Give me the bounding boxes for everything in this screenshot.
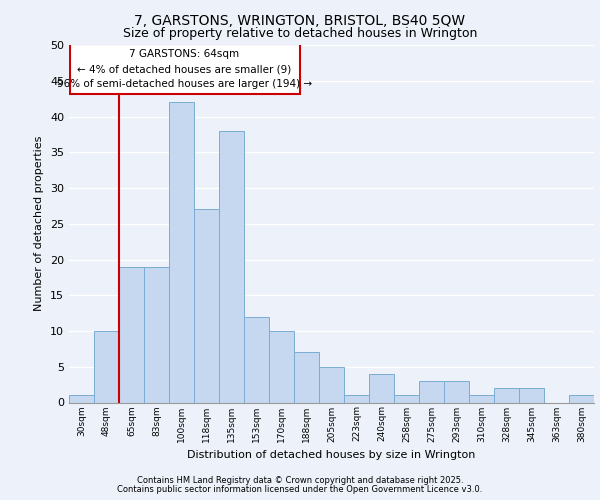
X-axis label: Distribution of detached houses by size in Wrington: Distribution of detached houses by size … (187, 450, 476, 460)
Bar (344, 396, 369, 402)
Text: Size of property relative to detached houses in Wrington: Size of property relative to detached ho… (123, 28, 477, 40)
Bar (369, 374, 394, 402)
Bar (444, 381, 469, 402)
Bar (394, 396, 419, 402)
Y-axis label: Number of detached properties: Number of detached properties (34, 136, 44, 312)
Bar (144, 266, 169, 402)
Text: Contains public sector information licensed under the Open Government Licence v3: Contains public sector information licen… (118, 484, 482, 494)
Bar (94, 331, 119, 402)
Bar (119, 266, 144, 402)
FancyBboxPatch shape (70, 44, 299, 94)
Bar (69, 396, 94, 402)
Bar (194, 210, 219, 402)
Bar (319, 367, 344, 402)
Text: 7, GARSTONS, WRINGTON, BRISTOL, BS40 5QW: 7, GARSTONS, WRINGTON, BRISTOL, BS40 5QW (134, 14, 466, 28)
Bar (569, 396, 594, 402)
Bar (219, 131, 244, 402)
Bar (494, 388, 519, 402)
Text: 7 GARSTONS: 64sqm: 7 GARSTONS: 64sqm (130, 50, 239, 59)
Text: ← 4% of detached houses are smaller (9): ← 4% of detached houses are smaller (9) (77, 64, 292, 74)
Bar (519, 388, 544, 402)
Bar (269, 331, 294, 402)
Bar (169, 102, 194, 403)
Bar (244, 316, 269, 402)
Bar (419, 381, 444, 402)
Text: 96% of semi-detached houses are larger (194) →: 96% of semi-detached houses are larger (… (57, 80, 312, 90)
Bar (294, 352, 319, 403)
Bar (469, 396, 494, 402)
Text: Contains HM Land Registry data © Crown copyright and database right 2025.: Contains HM Land Registry data © Crown c… (137, 476, 463, 485)
